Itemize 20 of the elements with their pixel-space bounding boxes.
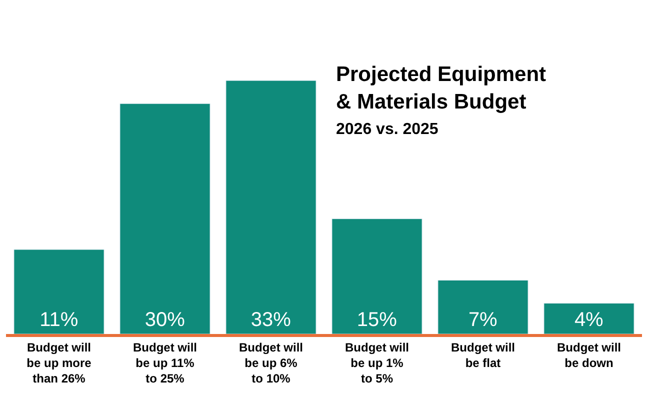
data-label: 11%	[40, 309, 78, 331]
x-tick-label: Budget will be up 11% to 25%	[133, 340, 197, 386]
bar	[544, 303, 634, 334]
bar	[14, 249, 104, 334]
data-label: 33%	[250, 309, 292, 331]
x-tick-label: Budget will be up 6% to 10%	[239, 340, 303, 386]
bar	[332, 218, 422, 334]
x-tick-label: Budget will be up more than 26%	[26, 340, 92, 386]
bar	[226, 80, 316, 334]
x-tick-label: Budget will be up 1% to 5%	[345, 340, 409, 386]
bar	[438, 280, 528, 334]
x-tick-label: Budget will be down	[557, 340, 621, 370]
bar	[120, 103, 210, 334]
chart-title: Projected Equipment & Materials Budget	[336, 63, 546, 114]
text: 2026 vs. 2025	[336, 121, 438, 138]
data-label: 15%	[356, 309, 398, 331]
data-label: 30%	[144, 309, 186, 331]
x-tick-label: Budget will be flat	[451, 340, 515, 370]
data-label: 4%	[574, 309, 604, 331]
data-label: 7%	[468, 309, 498, 331]
